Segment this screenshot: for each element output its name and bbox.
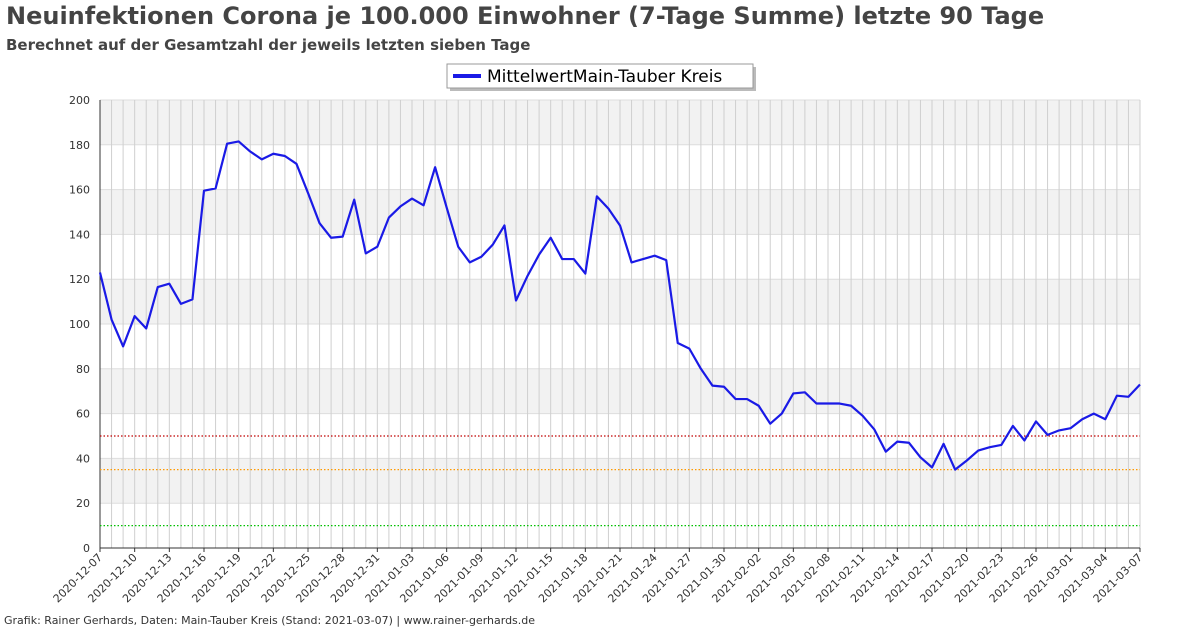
y-tick-label: 40 [76,452,90,465]
y-tick-label: 180 [69,139,90,152]
y-tick-label: 80 [76,363,90,376]
y-tick-label: 120 [69,273,90,286]
footer: Grafik: Rainer Gerhards, Daten: Main-Tau… [4,614,535,627]
data-line [98,140,1141,471]
y-tick-label: 0 [83,542,90,555]
y-tick-label: 100 [69,318,90,331]
y-tick-label: 60 [76,408,90,421]
y-tick-label: 200 [69,94,90,107]
legend-label: MittelwertMain-Tauber Kreis [487,67,722,87]
y-tick-label: 160 [69,184,90,197]
chart-subtitle: Berechnet auf der Gesamtzahl der jeweils… [6,36,530,54]
y-tick-label: 140 [69,228,90,241]
y-tick-label: 20 [76,497,90,510]
legend-box [446,63,754,89]
chart-title: Neuinfektionen Corona je 100.000 Einwohn… [6,2,1044,30]
